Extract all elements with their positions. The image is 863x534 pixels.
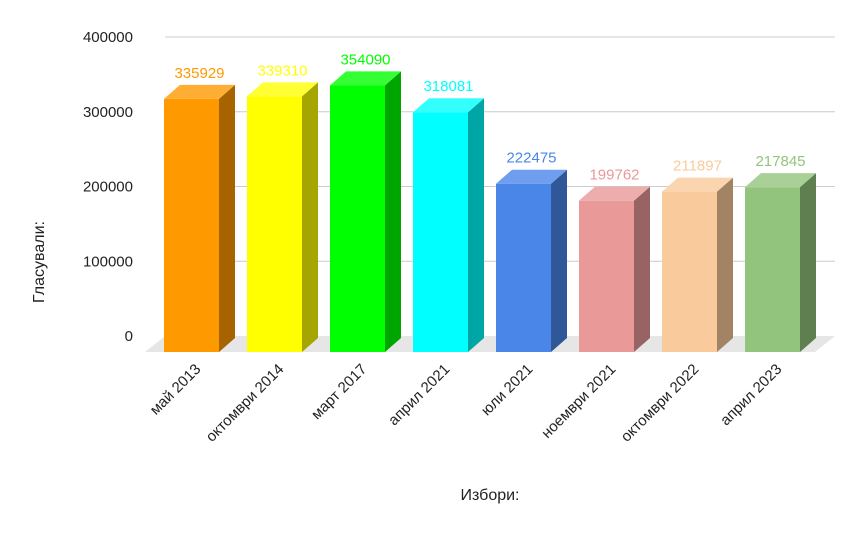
bar-front [413,112,468,352]
y-tick-label: 0 [125,328,133,345]
bar-side [385,71,401,353]
bar-side [468,98,484,352]
data-label: 339310 [257,62,307,79]
bar-front [496,183,551,352]
data-label: 217845 [755,153,805,170]
bar [164,84,235,353]
x-tick-label: май 2013 [147,361,205,419]
bar-front [579,200,634,352]
y-tick-label: 200000 [83,179,133,196]
bar-front [247,96,302,352]
bar-front [662,191,717,352]
bar-front [745,187,800,352]
data-label: 335929 [174,65,224,82]
bar-front [330,85,385,353]
x-tick-label: март 2017 [308,361,370,423]
y-tick-label: 300000 [83,104,133,121]
bar [496,169,567,352]
data-label: 318081 [423,78,473,95]
x-tick-label: юли 2021 [478,361,536,419]
data-label: 211897 [673,158,722,175]
bar-side [302,82,318,352]
bar-top [330,71,401,86]
x-tick-label: октомври 2022 [618,361,703,446]
bar [247,82,318,352]
data-label: 199762 [589,167,639,184]
x-tick-label: октомври 2014 [203,361,288,446]
y-axis-ticks: 0 100000 200000 300000 400000 [83,29,133,345]
y-axis-title: Гласували: [31,221,48,303]
bar-front [164,98,219,353]
bar-side [219,84,235,353]
bar-top [413,98,484,113]
x-tick-label: април 2023 [717,361,785,429]
bar-side [634,186,650,352]
bar [413,98,484,352]
x-tick-label: април 2021 [385,361,453,429]
bar-top [662,177,733,192]
data-label: 354090 [340,51,390,68]
data-label: 222475 [506,150,556,167]
bar-top [745,173,816,188]
bar-top [247,82,318,97]
bar [662,177,733,352]
bars [164,71,816,353]
bar [579,186,650,352]
bar-side [551,169,567,352]
bar-top [579,186,650,201]
bar-top [496,169,567,184]
x-tick-label: ноември 2021 [538,361,619,442]
bar-top [164,84,235,99]
y-tick-label: 400000 [83,29,133,46]
data-labels: 335929 339310 354090 318081 222475 199762 2118… [174,51,805,183]
bar-side [717,177,733,352]
bar [745,173,816,352]
x-axis-title: Избори: [461,487,520,504]
y-tick-label: 100000 [83,253,133,270]
bar-side [800,173,816,352]
bar [330,71,401,353]
